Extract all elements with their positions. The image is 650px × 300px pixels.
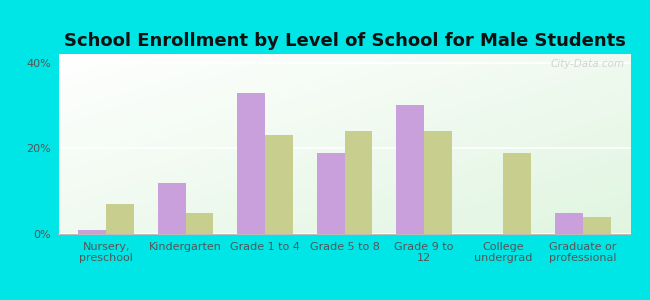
Bar bbox=[396, 105, 424, 234]
Bar bbox=[186, 213, 213, 234]
Title: School Enrollment by Level of School for Male Students: School Enrollment by Level of School for… bbox=[64, 32, 625, 50]
Bar bbox=[265, 135, 293, 234]
Bar bbox=[344, 131, 372, 234]
Bar bbox=[106, 204, 134, 234]
Bar bbox=[555, 213, 583, 234]
Bar bbox=[79, 230, 106, 234]
Bar bbox=[583, 217, 610, 234]
Bar bbox=[317, 153, 345, 234]
Bar bbox=[158, 183, 186, 234]
Bar bbox=[503, 153, 531, 234]
Bar bbox=[237, 93, 265, 234]
Bar bbox=[424, 131, 452, 234]
Text: City-Data.com: City-Data.com bbox=[551, 59, 625, 69]
